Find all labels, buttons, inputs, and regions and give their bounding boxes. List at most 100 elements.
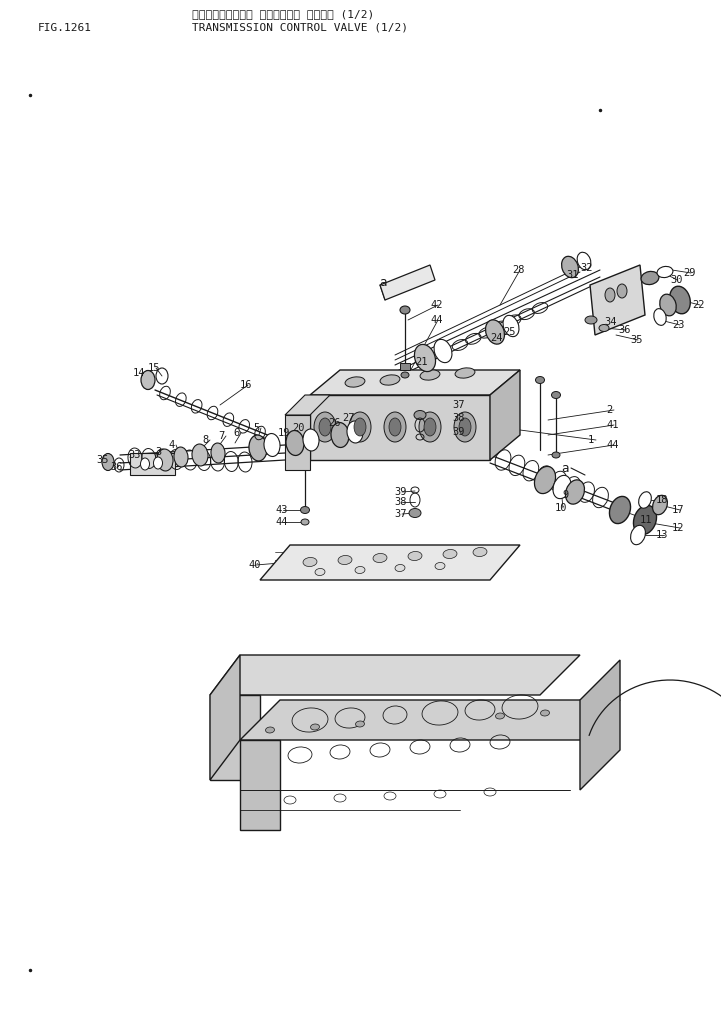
Ellipse shape: [395, 565, 405, 572]
Text: 37: 37: [452, 400, 464, 410]
Text: 2: 2: [606, 405, 612, 415]
Ellipse shape: [249, 435, 267, 461]
Ellipse shape: [534, 466, 556, 494]
Text: 41: 41: [606, 420, 619, 430]
Ellipse shape: [414, 410, 426, 419]
Ellipse shape: [211, 443, 225, 463]
Ellipse shape: [102, 453, 114, 470]
Ellipse shape: [141, 370, 155, 390]
Ellipse shape: [653, 495, 668, 515]
Bar: [400, 363, 410, 370]
Ellipse shape: [380, 375, 400, 385]
Ellipse shape: [315, 569, 325, 575]
Text: 44: 44: [430, 315, 443, 325]
Text: a: a: [379, 276, 386, 288]
Text: 10: 10: [555, 503, 567, 512]
Text: 4: 4: [168, 440, 174, 450]
Text: 16: 16: [240, 380, 252, 390]
Text: 44: 44: [275, 517, 288, 527]
Ellipse shape: [552, 452, 560, 458]
Ellipse shape: [154, 457, 162, 469]
Ellipse shape: [286, 430, 304, 455]
Text: a: a: [561, 461, 569, 475]
Ellipse shape: [552, 392, 560, 399]
Ellipse shape: [355, 721, 365, 727]
Ellipse shape: [384, 412, 406, 442]
Ellipse shape: [389, 418, 401, 436]
Polygon shape: [240, 700, 620, 740]
Text: 44: 44: [606, 440, 619, 450]
Ellipse shape: [565, 480, 585, 504]
Text: 18: 18: [656, 495, 668, 505]
Ellipse shape: [409, 508, 421, 518]
Text: 36: 36: [110, 462, 123, 472]
Ellipse shape: [424, 418, 436, 436]
Ellipse shape: [459, 418, 471, 436]
Polygon shape: [580, 660, 620, 790]
Text: 22: 22: [692, 300, 704, 310]
Text: 27: 27: [342, 413, 355, 423]
Polygon shape: [490, 370, 520, 460]
Text: 32: 32: [580, 263, 593, 273]
Text: 36: 36: [618, 325, 630, 335]
Ellipse shape: [435, 563, 445, 570]
Ellipse shape: [455, 368, 475, 378]
Text: 19: 19: [278, 428, 291, 438]
Ellipse shape: [354, 418, 366, 436]
Ellipse shape: [415, 344, 435, 372]
Text: 38: 38: [452, 413, 464, 423]
Ellipse shape: [311, 724, 319, 730]
Ellipse shape: [434, 339, 452, 363]
Ellipse shape: [331, 422, 349, 448]
Ellipse shape: [454, 412, 476, 442]
Ellipse shape: [599, 325, 609, 331]
Ellipse shape: [419, 412, 441, 442]
Text: 8: 8: [202, 435, 208, 445]
Text: 35: 35: [96, 455, 108, 465]
Ellipse shape: [141, 458, 149, 470]
Ellipse shape: [443, 549, 457, 559]
Ellipse shape: [634, 505, 657, 535]
Ellipse shape: [355, 567, 365, 574]
Text: 39: 39: [394, 487, 407, 497]
Ellipse shape: [373, 554, 387, 563]
Ellipse shape: [347, 421, 363, 443]
Ellipse shape: [617, 284, 627, 298]
Ellipse shape: [420, 370, 440, 380]
Ellipse shape: [536, 376, 544, 383]
Ellipse shape: [473, 547, 487, 557]
Ellipse shape: [503, 316, 519, 336]
Polygon shape: [240, 740, 280, 830]
Text: FIG.1261: FIG.1261: [38, 23, 92, 33]
Text: 15: 15: [148, 363, 161, 373]
Ellipse shape: [609, 496, 631, 524]
Text: 43: 43: [275, 505, 288, 515]
Ellipse shape: [631, 525, 645, 544]
Ellipse shape: [654, 309, 666, 325]
Ellipse shape: [562, 256, 578, 278]
Text: 28: 28: [512, 265, 524, 275]
Text: 11: 11: [640, 515, 653, 525]
Text: 9: 9: [562, 490, 568, 500]
Polygon shape: [210, 655, 580, 695]
Text: 38: 38: [394, 497, 407, 507]
Ellipse shape: [541, 710, 549, 716]
Ellipse shape: [264, 434, 280, 456]
Ellipse shape: [265, 727, 275, 733]
Text: 6: 6: [233, 428, 239, 438]
Text: 12: 12: [672, 523, 684, 533]
Text: 35: 35: [630, 335, 642, 345]
Ellipse shape: [485, 320, 505, 344]
Text: トランスミッション コントロール バルブ・ (1/2): トランスミッション コントロール バルブ・ (1/2): [192, 9, 374, 19]
Polygon shape: [310, 370, 520, 395]
Text: 34: 34: [604, 317, 616, 327]
Text: 31: 31: [566, 270, 578, 280]
Ellipse shape: [577, 252, 590, 270]
Text: 24: 24: [490, 333, 503, 343]
Ellipse shape: [670, 286, 690, 314]
Text: 26: 26: [328, 418, 340, 428]
Polygon shape: [210, 695, 260, 780]
Text: 40: 40: [248, 560, 260, 570]
Polygon shape: [130, 453, 175, 475]
Text: 14: 14: [133, 368, 146, 378]
